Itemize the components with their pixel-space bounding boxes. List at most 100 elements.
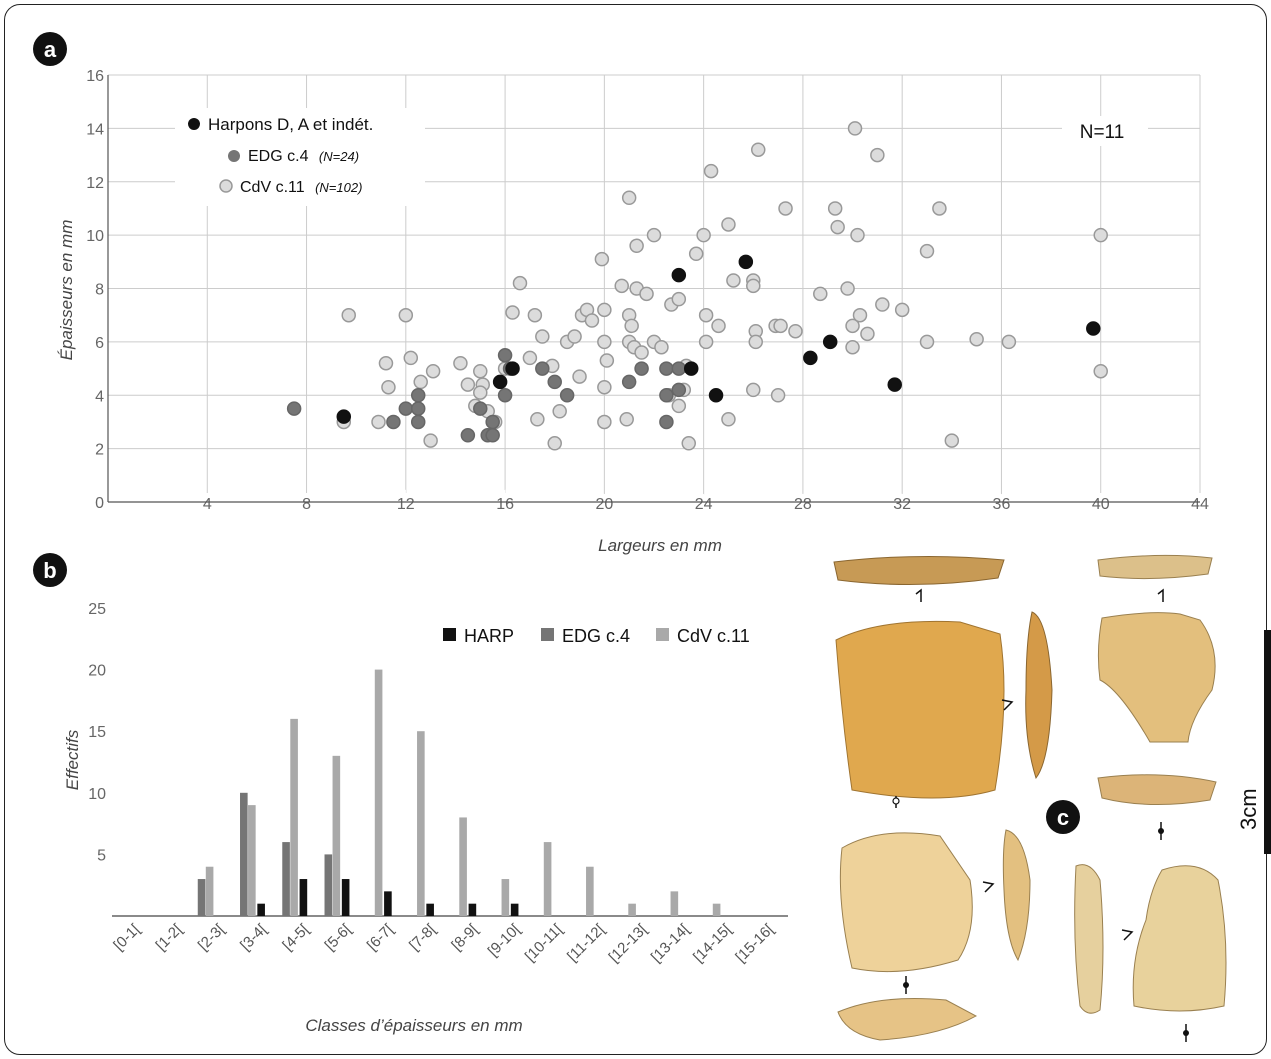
scatter-y-tick-label: 2 xyxy=(95,442,104,459)
orientation-mark xyxy=(1183,1030,1189,1036)
legend-cdv-name: CdV c.11 xyxy=(240,179,305,196)
bar-category-label: [14-15[ xyxy=(690,920,736,966)
cdv-point xyxy=(696,227,711,243)
cdv-point xyxy=(597,302,612,318)
cdv-point xyxy=(750,142,766,157)
cdv-point xyxy=(830,219,845,235)
scatter-x-tick-label: 24 xyxy=(695,496,713,513)
scatter-x-tick-label: 32 xyxy=(893,496,911,513)
harpons-point xyxy=(1086,321,1101,336)
harp-bar xyxy=(384,891,392,916)
cdv-point xyxy=(473,363,488,379)
cdv-bar xyxy=(586,866,594,916)
harp-bar xyxy=(468,903,477,916)
cdv-point xyxy=(671,291,687,307)
scatter-annotation-n: N=11 xyxy=(1080,122,1125,143)
bar-y-tick-label: 5 xyxy=(97,847,106,864)
cdv-point xyxy=(703,163,719,179)
scatter-x-tick-label: 44 xyxy=(1191,496,1209,513)
cdv-point xyxy=(860,326,875,342)
artefact-4-views xyxy=(1074,864,1227,1014)
cdv-bar xyxy=(248,805,256,916)
cdv-point xyxy=(629,238,644,254)
cdv-point xyxy=(788,323,803,339)
edg-point xyxy=(485,428,500,443)
edg-point xyxy=(671,382,687,398)
cdv-point xyxy=(726,273,741,288)
edg-point xyxy=(634,361,649,376)
cdv-bar xyxy=(205,866,214,916)
cdv-point xyxy=(654,339,669,355)
cdv-point xyxy=(535,329,550,344)
scatter-y-axis-label: Épaisseurs en mm xyxy=(57,220,76,361)
scatter-x-tick-label: 28 xyxy=(794,496,812,513)
scatter-x-tick-label: 12 xyxy=(397,496,415,513)
legend-edg-count: (N=24) xyxy=(319,149,359,164)
cdv-point xyxy=(594,251,610,267)
scatter-x-tick-label: 40 xyxy=(1092,496,1110,513)
cdv-point xyxy=(597,379,612,395)
harpons-point xyxy=(822,334,838,350)
panel-b: b 5 10 15 20 25 [0-1[[1-2[[2-3[[3-4[[4-5[[5-6… xyxy=(33,553,788,1035)
cdv-point xyxy=(721,217,736,232)
edg-point xyxy=(410,388,426,403)
artefact-3-views xyxy=(837,829,1031,1041)
cdv-point xyxy=(505,305,520,320)
cdv-point xyxy=(547,436,562,451)
bar-legend-swatch-cdv xyxy=(656,628,669,641)
edg-point xyxy=(410,414,426,430)
artefact-2-views xyxy=(1097,554,1217,806)
cdv-point xyxy=(827,201,843,216)
cdv-point xyxy=(413,374,428,390)
bar-category-label: [1-2[ xyxy=(153,920,187,954)
cdv-point xyxy=(398,307,414,323)
bar-bars xyxy=(197,669,721,916)
harpons-point xyxy=(887,377,902,392)
cdv-point xyxy=(512,275,528,291)
cdv-point xyxy=(919,243,935,259)
cdv-point xyxy=(567,329,582,344)
bar-category-label: [15-16[ xyxy=(732,920,778,966)
cdv-point xyxy=(870,147,885,163)
cdv-point xyxy=(378,355,394,371)
orientation-mark xyxy=(982,881,995,893)
scatter-y-tick-label: 10 xyxy=(86,228,104,245)
cdv-point xyxy=(845,339,860,355)
bar-legend-label-harp: HARP xyxy=(464,626,514,646)
cdv-point xyxy=(711,318,726,334)
bar-category-label: [9-10[ xyxy=(485,920,525,960)
edg-point xyxy=(559,388,575,403)
cdv-point xyxy=(875,297,890,312)
bar-y-tick-label: 20 xyxy=(88,663,106,680)
scatter-y-tick-label: 12 xyxy=(86,175,104,192)
artefact-1-face xyxy=(835,620,1005,799)
edg-point xyxy=(286,401,302,416)
artefact-1-views xyxy=(833,555,1053,799)
edg-bar xyxy=(197,879,206,916)
artefact-3-profile-bottom xyxy=(837,998,978,1041)
bar-category-label: [8-9[ xyxy=(448,920,482,954)
orientation-mark xyxy=(892,797,900,805)
legend-cdv-count: (N=102) xyxy=(315,180,362,195)
cdv-point xyxy=(522,350,538,366)
edg-bar xyxy=(282,842,290,916)
bar-y-tick-label: 25 xyxy=(88,601,106,618)
cdv-point xyxy=(919,334,935,350)
edg-point xyxy=(621,374,637,390)
cdv-point xyxy=(681,436,696,451)
scatter-x-tick-label: 36 xyxy=(993,496,1011,513)
panel-c-badge xyxy=(1046,800,1080,834)
panel-a-badge xyxy=(33,32,67,66)
cdv-point xyxy=(530,412,545,427)
bar-axes: 510152025[0-1[[1-2[[2-3[[3-4[[4-5[[5-6[[… xyxy=(88,601,788,966)
cdv-point xyxy=(425,363,441,379)
scatter-x-tick-label: 20 xyxy=(595,496,613,513)
orientation-mark xyxy=(915,588,922,602)
bar-category-label: [6-7[ xyxy=(364,920,398,954)
cdv-point xyxy=(698,334,714,350)
cdv-point xyxy=(671,398,687,414)
bar-category-label: [10-11[ xyxy=(522,920,567,965)
bar-category-label: [5-6[ xyxy=(322,920,356,954)
artefact-2-profile-top xyxy=(1097,554,1213,580)
